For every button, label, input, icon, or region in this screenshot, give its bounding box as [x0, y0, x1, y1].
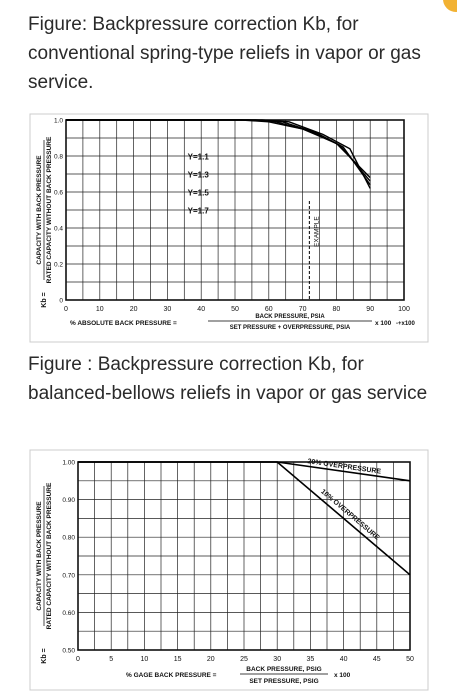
x-axis-label-suffix: x 100 — [375, 320, 392, 327]
x-tick-label: 25 — [240, 656, 248, 663]
chart-frame — [29, 113, 429, 343]
y-tick-label: 1.0 — [54, 118, 63, 125]
y-axis-label-top: CAPACITY WITH BACK PRESSURE — [36, 155, 43, 265]
x-axis-label-numerator: BACK PRESSURE, PSIA — [255, 314, 325, 320]
y-axis-label-prefix: Kb = — [41, 292, 48, 307]
x-tick-label: 15 — [174, 656, 182, 663]
y-tick-label: 0.80 — [62, 535, 75, 542]
chart-conventional-relief: 0 10 20 30 40 50 60 70 80 90 100 0 0.2 0.4 0.6 0.8 1.0 CA… — [28, 112, 430, 344]
figure2-caption: Figure : Backpressure correction Kb, for… — [28, 354, 428, 404]
figure1-caption: Figure: Backpressure correction Kb, for … — [28, 14, 421, 93]
x-tick-label: 90 — [366, 306, 374, 313]
x-tick-label: 40 — [340, 656, 348, 663]
x-axis-label-numerator: BACK PRESSURE, PSIG — [246, 666, 322, 673]
series-line-4 — [66, 119, 371, 189]
example-annotation: EXAMPLE — [313, 216, 320, 247]
x-tick-label: 60 — [265, 306, 273, 313]
x-tick-label: 30 — [164, 306, 172, 313]
x-axis-label-prefix: % ABSOLUTE BACK PRESSURE = — [70, 320, 177, 327]
x-tick-label: 0 — [76, 656, 80, 663]
x-tick-label: 45 — [373, 656, 381, 663]
x-axis-label-denominator: SET PRESSURE + OVERPRESSURE, PSIA — [230, 325, 351, 331]
x-axis-label-suffix: x 100 — [334, 672, 351, 679]
x-axis-label-tail: -+x100 — [396, 321, 416, 327]
y-tick-label: 0.60 — [62, 610, 75, 617]
y-axis-label: CAPACITY WITH BACK PRESSURE RATED CAPACIT… — [36, 136, 53, 308]
y-tick-label: 0.8 — [54, 154, 63, 161]
y-axis-label-bottom: RATED CAPACITY WITHOUT BACK PRESSURE — [46, 136, 53, 283]
x-tick-label: 5 — [109, 656, 113, 663]
x-tick-label: 80 — [333, 306, 341, 313]
y-tick-label: 0.2 — [54, 262, 63, 269]
y-tick-label: 1.00 — [62, 460, 75, 467]
y-tick-label: 0.4 — [54, 226, 63, 233]
x-tick-label: 100 — [398, 306, 410, 313]
chart1-svg: 0 10 20 30 40 50 60 70 80 90 100 0 0.2 0.4 0.6 0.8 1.0 CA… — [29, 113, 429, 343]
series-label-20pct: 20% OVERPRESSURE — [307, 458, 382, 475]
series-label: Y=1.3 — [188, 171, 210, 180]
x-tick-label: 40 — [197, 306, 205, 313]
x-tick-label: 20 — [207, 656, 215, 663]
y-tick-label: 0.6 — [54, 190, 63, 197]
x-tick-label: 70 — [299, 306, 307, 313]
y-tick-label: 0.50 — [62, 648, 75, 655]
x-tick-label: 10 — [96, 306, 104, 313]
chart-balanced-bellows: 0 5 10 15 20 25 30 35 40 45 50 0.50 0.60 0.70 0.80 0.90… — [28, 448, 430, 692]
y-tick-label: 0.70 — [62, 572, 75, 579]
x-tick-label: 30 — [273, 656, 281, 663]
x-tick-label: 0 — [64, 306, 68, 313]
series-label: Y=1.1 — [188, 153, 210, 162]
series-label: Y=1.7 — [188, 207, 210, 216]
x-tick-label: 10 — [141, 656, 149, 663]
x-axis-label-prefix: % GAGE BACK PRESSURE = — [126, 672, 217, 679]
x-axis-label-denominator: SET PRESSURE, PSIG — [249, 678, 318, 685]
chart-frame — [29, 449, 429, 691]
y-axis-label-top: CAPACITY WITH BACK PRESSURE — [36, 501, 43, 611]
y-tick-label: 0.90 — [62, 497, 75, 504]
y-axis-label: CAPACITY WITH BACK PRESSURE RATED CAPACIT… — [36, 482, 53, 664]
chart2-svg: 0 5 10 15 20 25 30 35 40 45 50 0.50 0.60 0.70 0.80 0.90… — [29, 449, 429, 691]
x-tick-label: 35 — [307, 656, 315, 663]
x-tick-label: 50 — [406, 656, 414, 663]
y-tick-label: 0 — [59, 298, 63, 305]
series-line-2 — [78, 461, 411, 576]
series-label-10pct: 10% OVERPRESSURE — [319, 488, 380, 542]
y-axis-label-bottom: RATED CAPACITY WITHOUT BACK PRESSURE — [46, 482, 53, 629]
y-axis-label-prefix: Kb = — [41, 648, 48, 663]
series-label: Y=1.5 — [188, 189, 210, 198]
x-tick-label: 20 — [130, 306, 138, 313]
x-tick-label: 50 — [231, 306, 239, 313]
